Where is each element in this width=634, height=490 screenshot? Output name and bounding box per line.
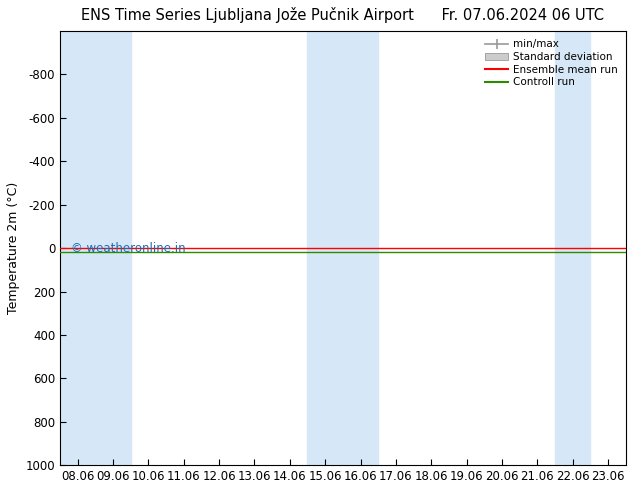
Bar <box>307 31 378 465</box>
Y-axis label: Temperature 2m (°C): Temperature 2m (°C) <box>7 182 20 314</box>
Title: ENS Time Series Ljubljana Jože Pučnik Airport      Fr. 07.06.2024 06 UTC: ENS Time Series Ljubljana Jože Pučnik Ai… <box>81 7 604 23</box>
Legend: min/max, Standard deviation, Ensemble mean run, Controll run: min/max, Standard deviation, Ensemble me… <box>482 36 621 90</box>
Bar <box>555 31 590 465</box>
Text: © weatheronline.in: © weatheronline.in <box>71 242 186 255</box>
Bar <box>60 31 131 465</box>
